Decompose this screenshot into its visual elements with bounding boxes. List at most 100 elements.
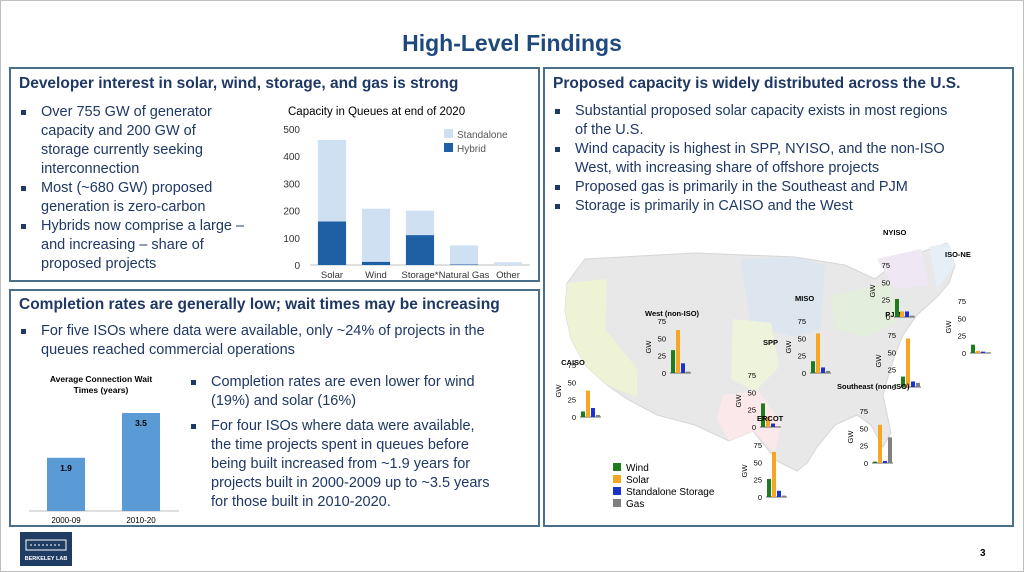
- bar-gas: [888, 437, 892, 463]
- y-tick-label: 75: [658, 317, 666, 326]
- legend-label-standalone: Standalone: [457, 130, 508, 141]
- y-axis-label: GW: [784, 340, 793, 354]
- bar-gas: [776, 426, 780, 427]
- bullet: For four ISOs where data were available,…: [191, 417, 531, 512]
- region-label: MISO: [795, 294, 814, 303]
- bar-standalone-storage: [771, 423, 775, 427]
- chart-title-line-1: Average Connection Wait: [50, 374, 152, 384]
- x-tick-label: Storage*: [402, 270, 439, 281]
- region-label: SPP: [763, 338, 778, 347]
- bullet: Most (~680 GW) proposed generation is ze…: [21, 179, 281, 217]
- bar-wind: [873, 461, 877, 463]
- y-tick-label: 25: [748, 406, 756, 415]
- region-label: West (non-ISO): [645, 309, 700, 318]
- legend-swatch: [613, 487, 621, 495]
- y-tick-label: 50: [568, 378, 576, 387]
- bar-gas: [910, 315, 914, 317]
- completion-rates-heading: Completion rates are generally low; wait…: [19, 296, 500, 313]
- y-tick-label: 0: [892, 383, 896, 392]
- y-tick-label: 200: [283, 207, 300, 218]
- berkeley-lab-logo-icon: [25, 539, 67, 551]
- region-label: CAISO: [561, 358, 585, 367]
- bar-wind: [895, 298, 899, 317]
- y-tick-label: 50: [958, 314, 966, 323]
- region-pjm-shape: [831, 283, 897, 337]
- y-tick-label: 25: [568, 396, 576, 405]
- y-tick-label: 0: [886, 313, 890, 322]
- y-tick-label: 50: [658, 334, 666, 343]
- region-spp-shape: [731, 319, 779, 391]
- bar-solar: [586, 390, 590, 417]
- legend-label-hybrid: Hybrid: [457, 144, 486, 155]
- completion-bullets: For five ISOs where data were available,…: [21, 322, 536, 360]
- slide-title: High-Level Findings: [402, 30, 622, 56]
- y-tick-label: 0: [758, 493, 762, 502]
- wait-bar: [122, 413, 160, 511]
- bar-standalone-storage: [591, 407, 595, 417]
- y-tick-label: 25: [798, 352, 806, 361]
- y-tick-label: 75: [748, 371, 756, 380]
- bar-standalone: [405, 210, 435, 236]
- bar-hybrid: [317, 221, 347, 265]
- y-tick-label: 25: [958, 332, 966, 341]
- legend-swatch-hybrid: [444, 143, 453, 152]
- data-label: 3.5: [135, 418, 147, 428]
- bar-gas: [596, 414, 600, 417]
- distribution-heading: Proposed capacity is widely distributed …: [553, 75, 961, 92]
- y-axis-label: GW: [644, 340, 653, 354]
- bar-solar: [878, 424, 882, 463]
- y-tick-label: 75: [798, 317, 806, 326]
- bar-hybrid: [405, 235, 435, 265]
- chart-title: Capacity in Queues at end of 2020: [288, 106, 465, 118]
- bar-solar: [900, 311, 904, 317]
- bar-wind: [761, 403, 765, 427]
- y-tick-label: 25: [754, 476, 762, 485]
- y-tick-label: 50: [798, 334, 806, 343]
- bullet: For five ISOs where data were available,…: [21, 322, 536, 360]
- region-label: Southeast (non-ISO): [837, 382, 910, 391]
- y-tick-label: 0: [294, 261, 300, 272]
- legend-label: Solar: [626, 475, 650, 486]
- y-tick-label: 50: [754, 458, 762, 467]
- y-tick-label: 500: [283, 125, 300, 136]
- y-tick-label: 0: [752, 423, 756, 432]
- developer-interest-heading: Developer interest in solar, wind, stora…: [19, 75, 459, 92]
- bar-wind: [901, 376, 905, 387]
- y-tick-label: 0: [572, 413, 576, 422]
- bar-standalone-storage: [911, 381, 915, 387]
- distribution-bullets: Substantial proposed solar capacity exis…: [555, 102, 1010, 216]
- y-axis-label: GW: [874, 354, 883, 368]
- legend-label: Wind: [626, 463, 649, 474]
- bullet: Storage is primarily in CAISO and the We…: [555, 197, 1010, 216]
- wait-bar: [47, 457, 85, 511]
- y-tick-label: 0: [802, 369, 806, 378]
- bar-gas: [916, 382, 920, 387]
- x-tick-label: 2000-09: [51, 516, 81, 525]
- region-caiso-shape: [565, 279, 637, 397]
- berkeley-lab-logo: BERKELEY LAB: [20, 532, 72, 566]
- bar-solar: [816, 333, 820, 373]
- y-tick-label: 0: [662, 369, 666, 378]
- y-tick-label: 50: [860, 424, 868, 433]
- y-tick-label: 25: [860, 442, 868, 451]
- x-tick-label: Wind: [365, 270, 387, 281]
- bar-solar: [676, 330, 680, 373]
- region-label: ISO-NE: [945, 250, 971, 259]
- legend-swatch: [613, 475, 621, 483]
- bar-gas: [826, 370, 830, 373]
- y-axis-label: GW: [734, 394, 743, 408]
- bar-wind: [671, 350, 675, 373]
- legend-swatch: [613, 499, 621, 507]
- x-tick-label: Solar: [321, 270, 343, 281]
- x-tick-label: Other: [496, 270, 520, 281]
- data-label: 1.9: [60, 463, 72, 473]
- distribution-panel: Proposed capacity is widely distributed …: [543, 67, 1014, 527]
- y-tick-label: 50: [882, 278, 890, 287]
- bar-standalone-storage: [681, 363, 685, 373]
- capacity-queue-chart: Capacity in Queues at end of 2020 500 400 3…: [283, 106, 530, 281]
- region-isone-shape: [929, 243, 955, 289]
- bullet: Hybrids now comprise a large – and incre…: [21, 217, 281, 274]
- bar-wind: [581, 411, 585, 417]
- developer-interest-bullets: Over 755 GW of generator capacity and 20…: [21, 103, 281, 274]
